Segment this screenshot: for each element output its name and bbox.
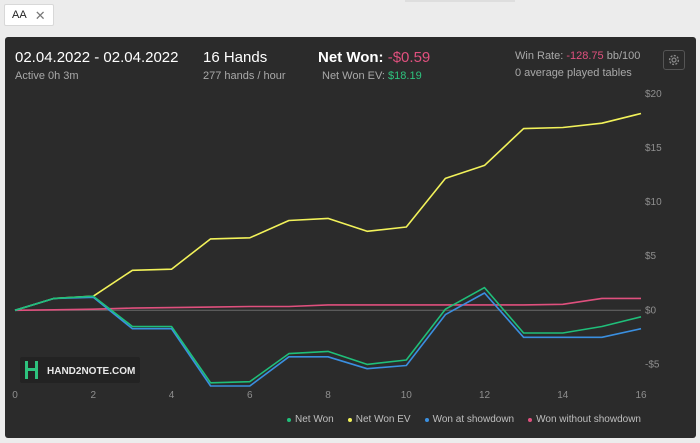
win-rate-label: Win Rate: xyxy=(515,50,564,62)
date-range: 02.04.2022 - 02.04.2022 xyxy=(15,49,179,66)
x-tick-label: 2 xyxy=(90,390,96,401)
legend-dot xyxy=(347,417,352,422)
watermark-bg xyxy=(20,357,140,383)
legend-item-net-won[interactable]: Net Won xyxy=(287,414,334,425)
net-won-label: Net Won: xyxy=(318,49,384,66)
legend-dot xyxy=(424,417,429,422)
y-tick-label: $10 xyxy=(645,197,662,208)
win-rate-value: -128.75 xyxy=(566,50,604,62)
x-tick-label: 14 xyxy=(557,390,569,401)
series-line-net-won xyxy=(14,286,642,384)
win-rate-unit: bb/100 xyxy=(606,50,641,62)
watermark-text: HAND2NOTE.COM xyxy=(47,366,135,377)
hands-per-hour: 277 hands / hour xyxy=(203,70,286,82)
hand2note-watermark: HAND2NOTE.COM xyxy=(20,357,140,383)
chart-legend: Net Won Net Won EV Won at showdown Won with… xyxy=(287,414,641,425)
x-tick-label: 6 xyxy=(247,390,253,401)
x-tick-label: 4 xyxy=(169,390,175,401)
x-tick-label: 12 xyxy=(479,390,491,401)
avg-tables: 0 average played tables xyxy=(515,67,632,79)
legend-dot xyxy=(287,417,292,422)
y-tick-label: $20 xyxy=(645,89,662,100)
series-line-won-at-showdown xyxy=(14,292,642,387)
legend-item-won-without-showdown[interactable]: Won without showdown xyxy=(528,414,641,425)
gear-icon-glyph xyxy=(668,54,680,66)
top-strip xyxy=(405,0,515,2)
legend-dot xyxy=(528,417,533,422)
series-line-won-without-showdown xyxy=(14,297,641,312)
legend-item-won-at-showdown[interactable]: Won at showdown xyxy=(424,414,515,425)
x-tick-label: 16 xyxy=(635,390,647,401)
stats-panel: 02.04.2022 - 02.04.2022 Active 0h 3m 16 … xyxy=(5,37,696,438)
net-won-ev-value: $18.19 xyxy=(388,70,422,82)
net-won-chart: HAND2NOTE.COM -$5 $0 $5 $10 $15 $20 0 2 4 6 8 10 12 1… xyxy=(12,89,662,401)
close-icon[interactable]: ✕ xyxy=(34,7,46,23)
gear-icon[interactable] xyxy=(663,50,685,70)
y-tick-label: -$5 xyxy=(645,359,660,370)
active-time: Active 0h 3m xyxy=(15,70,79,82)
net-won-ev: Net Won EV: $18.19 xyxy=(322,70,422,82)
series-line-net-won-ev xyxy=(14,112,642,312)
legend-label: Won without showdown xyxy=(536,414,641,425)
hands-count: 16 Hands xyxy=(203,49,268,66)
legend-label: Net Won EV xyxy=(355,414,411,425)
y-tick-label: $15 xyxy=(645,143,662,154)
net-won-ev-label: Net Won EV: xyxy=(322,70,385,82)
filter-tag-label: AA xyxy=(12,9,27,21)
y-tick-label: $5 xyxy=(645,251,657,262)
win-rate: Win Rate: -128.75 bb/100 xyxy=(515,50,640,62)
x-tick-label: 8 xyxy=(325,390,331,401)
hand2note-logo-icon xyxy=(25,361,38,379)
net-won-value: -$0.59 xyxy=(387,49,431,66)
y-tick-label: $0 xyxy=(645,305,657,316)
legend-label: Won at showdown xyxy=(432,414,515,425)
net-won: Net Won: -$0.59 xyxy=(318,49,430,66)
x-tick-label: 10 xyxy=(401,390,413,401)
legend-item-net-won-ev[interactable]: Net Won EV xyxy=(347,414,411,425)
filter-tag[interactable]: AA ✕ xyxy=(4,4,54,26)
x-tick-label: 0 xyxy=(12,390,18,401)
legend-label: Net Won xyxy=(295,414,334,425)
